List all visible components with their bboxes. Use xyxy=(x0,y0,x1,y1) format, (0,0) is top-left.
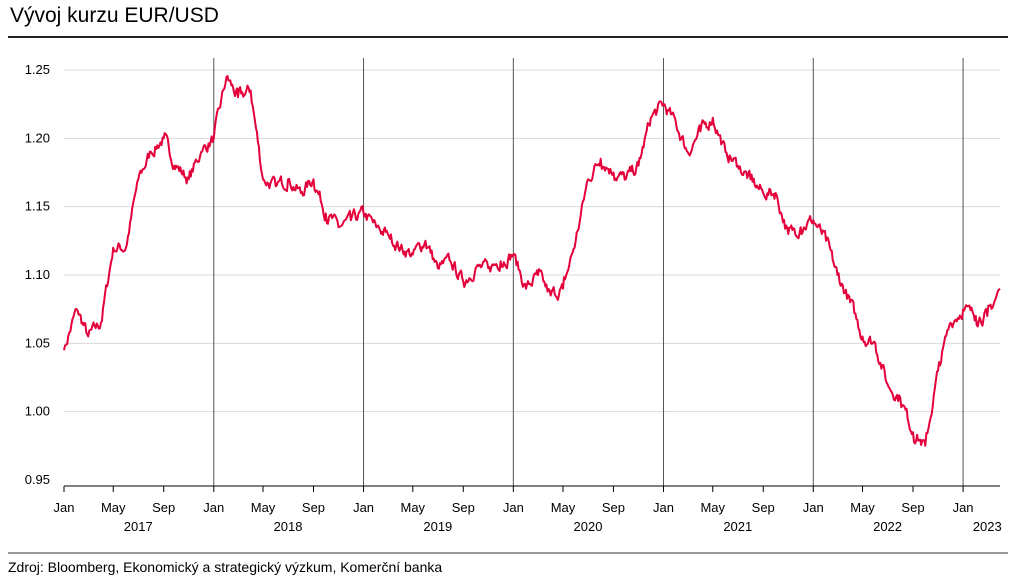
source-note: Zdroj: Bloomberg, Ekonomický a strategic… xyxy=(8,559,443,575)
series-layer xyxy=(63,75,1001,447)
x-year-label: 2020 xyxy=(574,519,603,534)
x-tick-label: Sep xyxy=(602,500,625,515)
y-tick-label: 0.95 xyxy=(25,472,50,487)
x-tick-label: May xyxy=(251,500,276,515)
source-rule xyxy=(8,552,1008,554)
x-tick-label: Sep xyxy=(901,500,924,515)
x-year-label: 2022 xyxy=(873,519,902,534)
x-axis-labels: Jan May Sep Jan May Sep Jan May Sep Jan May Sep Jan M… xyxy=(54,500,1002,534)
gridlines xyxy=(64,69,1000,413)
y-tick-label: 1.20 xyxy=(25,130,50,145)
x-tick-label: May xyxy=(551,500,576,515)
line-chart: 0.951.001.051.101.151.201.25 Jan May Sep Ja… xyxy=(25,58,1002,534)
x-tick-label: Sep xyxy=(452,500,475,515)
x-tick-label: May xyxy=(401,500,426,515)
y-tick-label: 1.05 xyxy=(25,335,50,350)
x-year-label: 2019 xyxy=(423,519,452,534)
x-year-label: 2021 xyxy=(723,519,752,534)
series-line-eurusd xyxy=(63,75,1001,447)
x-tick-label: Sep xyxy=(302,500,325,515)
x-year-label: 2023 xyxy=(973,519,1002,534)
x-tick-label: May xyxy=(700,500,725,515)
x-tick-label: Jan xyxy=(203,500,224,515)
x-tick-label: Jan xyxy=(353,500,374,515)
y-tick-label: 1.00 xyxy=(25,404,50,419)
x-tick-label: Jan xyxy=(503,500,524,515)
chart-title: Vývoj kurzu EUR/USD xyxy=(10,4,219,27)
x-tick-label: May xyxy=(101,500,126,515)
x-tick-label: Jan xyxy=(653,500,674,515)
x-tick-label: Sep xyxy=(152,500,175,515)
x-tick-label: May xyxy=(850,500,875,515)
y-axis-labels: 0.95 1.00 1.05 1.10 1.15 1.20 1.25 xyxy=(25,62,50,487)
x-year-label: 2018 xyxy=(274,519,303,534)
x-year-label: 2017 xyxy=(124,519,153,534)
x-tick-label: Jan xyxy=(803,500,824,515)
x-tick-label: Sep xyxy=(752,500,775,515)
x-axis xyxy=(63,485,1000,492)
title-rule xyxy=(8,36,1008,38)
x-tick-label: Jan xyxy=(953,500,974,515)
y-tick-label: 1.15 xyxy=(25,199,50,214)
x-tick-label: Jan xyxy=(54,500,75,515)
y-tick-label: 1.10 xyxy=(25,267,50,282)
year-separators xyxy=(213,58,964,486)
y-tick-label: 1.25 xyxy=(25,62,50,77)
